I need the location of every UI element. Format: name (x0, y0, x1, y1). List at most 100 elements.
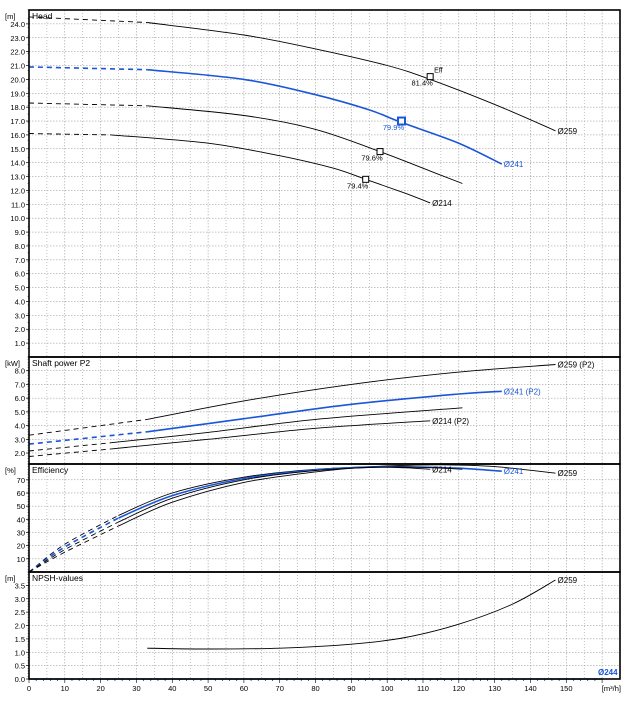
duty-point-marker (426, 73, 434, 81)
y-tick-label: 23.0 (10, 34, 25, 43)
x-axis: 0 10 20 30 40 50 60 70 80 90 100 110 120 130 140 150 [m³… (27, 679, 621, 693)
series-label: Ø259 (P2) (558, 361, 595, 370)
y-tick-label: 40 (17, 515, 25, 524)
eff-label: Eff (434, 68, 442, 75)
y-tick-label: 3.5 (15, 581, 25, 590)
series-label: Ø241 (P2) (504, 387, 541, 396)
efficiency-label: 79.4% (347, 181, 369, 190)
x-tick-label: 150 (560, 684, 573, 693)
y-tick-label: 30 (17, 528, 25, 537)
series-label: Ø214 (432, 199, 452, 208)
y-tick-label: 2.0 (15, 449, 25, 458)
y-tick-label: 70 (17, 476, 25, 485)
series-line (147, 22, 556, 132)
y-tick-label: 0.5 (15, 662, 25, 671)
panel-title: NPSH-values (32, 573, 83, 583)
y-tick-label: 11.0 (11, 200, 25, 209)
y-tick-label: 10.0 (10, 214, 25, 223)
x-tick-label: 80 (311, 684, 319, 693)
y-tick-label: 18.0 (10, 103, 25, 112)
y-tick-label: 24.0 (10, 20, 25, 29)
panel-1: 2.0 3.0 4.0 5.0 6.0 7.0 8.0[kW] Shaft power P2 Ø… (5, 356, 621, 465)
series-line (111, 134, 431, 204)
series-line-extrapolated (28, 66, 148, 71)
panel-unit-label: [m] (5, 574, 15, 583)
duty-point-marker (376, 148, 384, 156)
series-label: Ø214 (432, 465, 452, 474)
y-tick-label: 6.0 (15, 394, 25, 403)
y-tick-label: 20 (17, 542, 25, 551)
series-line-extrapolated (28, 16, 148, 23)
series-line-extrapolated (28, 418, 148, 436)
y-tick-label: 19.0 (10, 89, 25, 98)
x-tick-label: 100 (381, 684, 394, 693)
x-tick-label: 50 (204, 684, 212, 693)
y-tick-label: 13.0 (10, 173, 25, 182)
y-tick-label: 21.0 (10, 62, 25, 71)
y-tick-label: 2.0 (15, 622, 25, 631)
series-label: Ø259 (558, 469, 578, 478)
series-line (111, 407, 463, 444)
y-tick-label: 22.0 (10, 48, 25, 57)
duty-point-marker (362, 175, 370, 183)
series-line (147, 105, 463, 184)
series-label: Ø244 (598, 668, 618, 677)
y-tick-label: 9.0 (15, 228, 25, 237)
series-label: Ø241 (504, 160, 524, 169)
series-line-extrapolated (28, 517, 119, 573)
x-axis-unit: [m³/h] (602, 684, 621, 693)
y-tick-label: 17.0 (10, 117, 25, 126)
y-tick-label: 2.0 (15, 325, 25, 334)
y-tick-label: 6.0 (15, 270, 25, 279)
x-tick-label: 10 (61, 684, 69, 693)
y-tick-label: 3.0 (15, 595, 25, 604)
y-tick-label: 2.5 (15, 608, 25, 617)
series-line (118, 466, 431, 527)
y-tick-label: 14.0 (10, 159, 25, 168)
y-tick-label: 5.0 (15, 284, 25, 293)
series-line (147, 68, 503, 165)
x-tick-label: 0 (27, 684, 31, 693)
x-tick-label: 70 (276, 684, 284, 693)
series-label: Ø241 (504, 467, 524, 476)
y-tick-label: 10 (17, 555, 25, 564)
panel-unit-label: [%] (5, 466, 16, 475)
x-tick-label: 130 (488, 684, 501, 693)
efficiency-label: 79.6% (361, 154, 383, 163)
y-tick-label: 7.0 (15, 380, 25, 389)
x-tick-label: 90 (347, 684, 355, 693)
plot-background (29, 10, 620, 679)
duty-point-marker (397, 116, 407, 126)
x-tick-label: 20 (96, 684, 104, 693)
series-label: Ø259 (558, 576, 578, 585)
y-tick-label: 15.0 (10, 145, 25, 154)
series-line (147, 364, 556, 420)
y-tick-label: 5.0 (15, 408, 25, 417)
y-tick-label: 12.0 (10, 186, 25, 195)
y-tick-label: 1.0 (15, 339, 25, 348)
x-tick-label: 110 (417, 684, 429, 693)
y-tick-label: 1.0 (15, 648, 25, 657)
y-tick-label: 4.0 (15, 422, 25, 431)
x-tick-label: 40 (168, 684, 176, 693)
series-line (118, 466, 463, 523)
panel-title: Efficiency (32, 465, 69, 475)
panel-unit-label: [m] (5, 12, 15, 21)
panel-frame (28, 571, 621, 680)
y-tick-label: 4.0 (15, 297, 25, 306)
y-tick-label: 20.0 (10, 75, 25, 84)
y-tick-label: 1.5 (15, 635, 25, 644)
y-tick-label: 16.0 (10, 131, 25, 140)
y-tick-label: 50 (17, 502, 25, 511)
series-label: Ø259 (558, 127, 578, 136)
panel-0: 1.0 2.0 3.0 4.0 5.0 6.0 7.0 8.0 9.0 10.0 11.0 12.0 1… (5, 9, 621, 358)
series-line (111, 420, 431, 450)
series-line-extrapolated (28, 431, 148, 445)
series-line-extrapolated (28, 102, 148, 107)
series-line-extrapolated (28, 525, 119, 573)
efficiency-label: 79.9% (383, 123, 405, 132)
panel-title: Shaft power P2 (32, 358, 90, 368)
x-tick-label: 60 (240, 684, 248, 693)
y-tick-label: 3.0 (15, 435, 25, 444)
